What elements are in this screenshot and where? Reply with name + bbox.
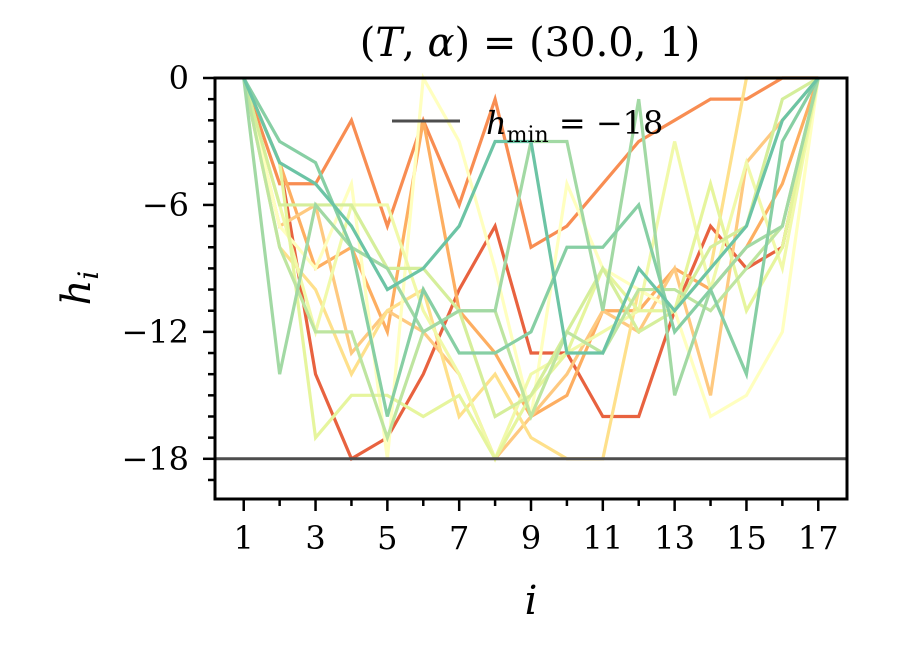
series-layer [242, 72, 820, 463]
y-tick-label: −12 [121, 313, 189, 351]
title-sep: , [402, 20, 427, 66]
y-axis-label: hi [54, 271, 105, 306]
chart-title: (T, α) = (30.0, 1) [360, 20, 700, 66]
x-tick-label: 1 [234, 519, 254, 557]
x-tick-label: 15 [726, 519, 767, 557]
x-tick-label: 5 [377, 519, 397, 557]
series-line-10 [242, 77, 820, 443]
x-tick-label: 7 [449, 519, 469, 557]
legend: hmin = −18 [392, 104, 663, 148]
legend-label: hmin = −18 [486, 104, 663, 148]
title-open: ( [360, 20, 376, 66]
series-line-12 [242, 77, 820, 417]
legend-label-h: h [486, 104, 507, 142]
series-line-2 [242, 76, 819, 250]
y-axis-label-sub: i [72, 271, 105, 280]
legend-label-rest: = −18 [549, 104, 664, 142]
y-tick-label: −6 [142, 186, 189, 224]
x-tick-label: 17 [798, 519, 839, 557]
y-tick-label: −18 [121, 440, 189, 478]
series-line-9 [242, 76, 820, 419]
y-axis-label-main: h [54, 280, 100, 306]
y-tick-label: 0 [169, 59, 189, 97]
x-axis-label: i [525, 578, 538, 624]
ticks-layer: 1 3 5 7 9 11 13 15 170−6−12−18 [121, 59, 838, 557]
title-var-alpha: α [428, 20, 455, 66]
x-tick-label: 11 [582, 519, 623, 557]
title-var-t: T [375, 20, 405, 66]
series-line-5 [242, 76, 819, 461]
x-tick-label: 13 [654, 519, 695, 557]
series-line-7 [242, 77, 820, 463]
legend-label-sub: min [507, 123, 549, 148]
x-tick-label: 9 [521, 519, 541, 557]
x-tick-label: 3 [305, 519, 325, 557]
title-values: ) = (30.0, 1) [455, 20, 701, 66]
series-line-13 [242, 76, 820, 355]
